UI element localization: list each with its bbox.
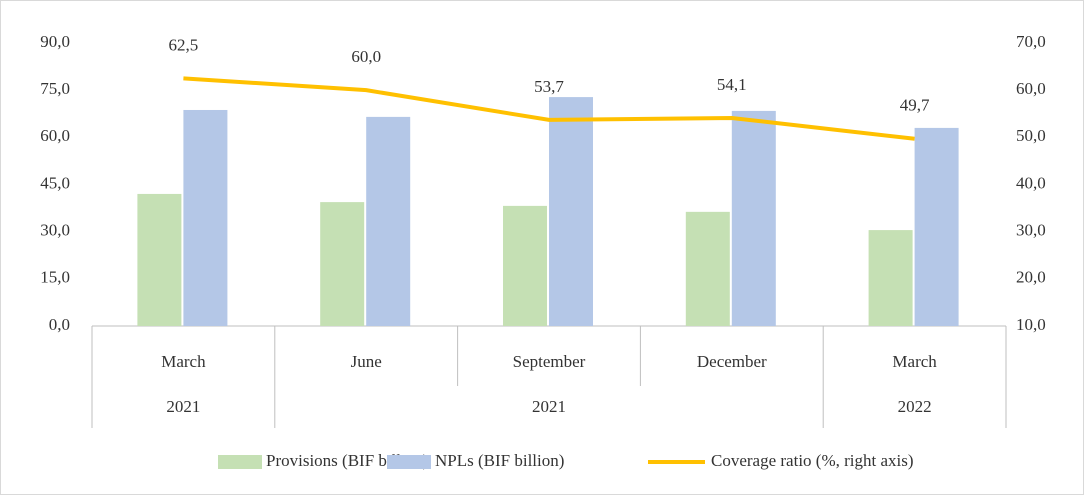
- y2-tick-label: 70,0: [1016, 32, 1046, 51]
- legend-label: NPLs (BIF billion): [435, 451, 564, 470]
- year-label: 2021: [532, 397, 566, 416]
- bar: [685, 211, 730, 326]
- x-tick-label: June: [351, 352, 382, 371]
- y2-tick-label: 60,0: [1016, 79, 1046, 98]
- y-tick-label: 30,0: [40, 221, 70, 240]
- y2-tick-label: 50,0: [1016, 126, 1046, 145]
- data-label: 62,5: [169, 35, 199, 54]
- bar: [320, 202, 365, 326]
- x-tick-label: September: [513, 352, 586, 371]
- legend-label: Coverage ratio (%, right axis): [711, 451, 914, 470]
- bar: [914, 127, 959, 327]
- data-label: 53,7: [534, 77, 564, 96]
- line: [183, 76, 915, 141]
- y2-tick-label: 40,0: [1016, 173, 1046, 192]
- x-tick-label: March: [161, 352, 206, 371]
- y-tick-label: 90,0: [40, 32, 70, 51]
- y-tick-label: 60,0: [40, 126, 70, 145]
- x-tick-label: March: [892, 352, 937, 371]
- year-label: 2022: [898, 397, 932, 416]
- y-tick-label: 75,0: [40, 79, 70, 98]
- bar: [137, 193, 182, 326]
- data-label: 54,1: [717, 75, 747, 94]
- y2-tick-label: 20,0: [1016, 268, 1046, 287]
- bar: [503, 205, 547, 326]
- legend-swatch: [387, 455, 431, 469]
- bar: [731, 110, 776, 326]
- bar: [549, 97, 593, 326]
- y2-tick-label: 10,0: [1016, 315, 1046, 334]
- bar: [366, 116, 411, 327]
- y-tick-label: 45,0: [40, 173, 70, 192]
- bar: [183, 109, 228, 326]
- data-label: 49,7: [900, 96, 930, 115]
- y-tick-label: 15,0: [40, 268, 70, 287]
- y2-tick-label: 30,0: [1016, 221, 1046, 240]
- y-tick-label: 0,0: [49, 315, 70, 334]
- legend-swatch: [218, 455, 262, 469]
- year-label: 2021: [166, 397, 200, 416]
- data-label: 60,0: [351, 47, 381, 66]
- x-tick-label: December: [697, 352, 767, 371]
- bar: [868, 230, 913, 326]
